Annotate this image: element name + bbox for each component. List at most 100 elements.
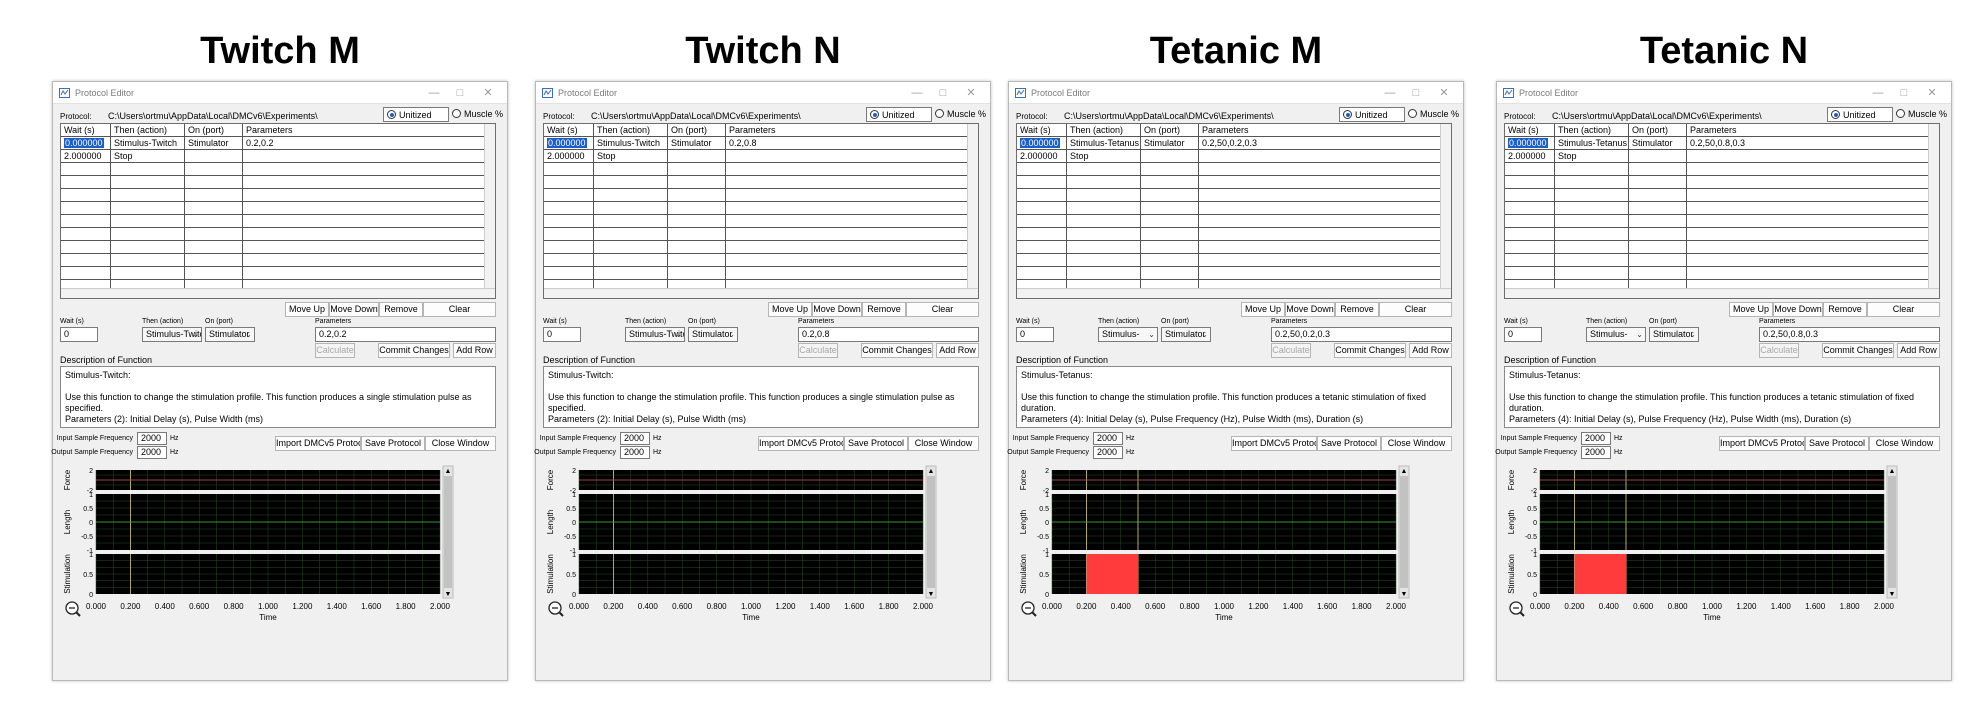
calculate-button[interactable]: Calculate [1271, 343, 1311, 358]
move-down-button[interactable]: Move Down [1773, 302, 1823, 317]
table-cell-action[interactable] [594, 241, 668, 254]
table-cell-wait[interactable] [61, 163, 111, 176]
table-cell-parameters[interactable] [726, 241, 978, 254]
table-cell-port[interactable] [668, 267, 726, 280]
table-cell-action[interactable] [111, 163, 185, 176]
radio-unitized[interactable]: Unitized [1827, 107, 1893, 122]
table-cell-port[interactable] [185, 189, 243, 202]
table-cell-parameters[interactable] [1687, 215, 1939, 228]
table-row[interactable]: 2.000000 Stop [1017, 150, 1442, 163]
table-cell-parameters[interactable] [1199, 150, 1451, 163]
table-cell-port[interactable] [1141, 228, 1199, 241]
table-cell-action[interactable] [1555, 189, 1629, 202]
table-cell-parameters[interactable] [1199, 228, 1451, 241]
table-cell-wait[interactable] [1017, 163, 1067, 176]
table-cell-action[interactable] [1555, 267, 1629, 280]
table-cell-port[interactable] [1141, 241, 1199, 254]
table-cell-wait[interactable] [1505, 215, 1555, 228]
table-row[interactable] [1505, 228, 1930, 241]
radio-muscle-percent[interactable]: Muscle % [1405, 107, 1471, 122]
table-scrollbar-horizontal[interactable] [544, 288, 978, 298]
table-cell-wait[interactable] [544, 189, 594, 202]
protocol-path[interactable]: C:\Users\ortmu\AppData\Local\DMCv6\Exper… [108, 111, 318, 121]
table-cell-action[interactable] [1067, 280, 1141, 293]
protocol-path[interactable]: C:\Users\ortmu\AppData\Local\DMCv6\Exper… [591, 111, 801, 121]
table-scrollbar-horizontal[interactable] [1505, 288, 1939, 298]
table-cell-wait[interactable] [1017, 228, 1067, 241]
table-cell-wait[interactable]: 2.000000 [1505, 150, 1555, 163]
table-cell-wait[interactable] [1505, 202, 1555, 215]
table-cell-action[interactable] [1067, 241, 1141, 254]
table-cell-parameters[interactable] [1199, 202, 1451, 215]
table-cell-action[interactable] [594, 280, 668, 293]
table-cell-port[interactable] [668, 176, 726, 189]
table-cell-wait[interactable] [61, 228, 111, 241]
table-cell-wait[interactable]: 0.000000 [1505, 137, 1555, 150]
table-row[interactable] [61, 163, 486, 176]
table-cell-wait[interactable] [544, 254, 594, 267]
scroll-up-icon[interactable]: ▲ [1889, 468, 1896, 475]
table-row[interactable] [61, 176, 486, 189]
remove-button[interactable]: Remove [379, 302, 423, 317]
table-cell-wait[interactable] [1505, 176, 1555, 189]
table-row[interactable] [1017, 202, 1442, 215]
table-cell-parameters[interactable] [726, 189, 978, 202]
scroll-up-icon[interactable]: ▲ [1401, 468, 1408, 475]
protocol-table[interactable]: Wait (s) Then (action) On (port) Paramet… [1504, 123, 1940, 299]
table-cell-parameters[interactable] [243, 254, 495, 267]
table-scrollbar-vertical[interactable] [1928, 124, 1939, 298]
table-cell-port[interactable] [668, 241, 726, 254]
table-cell-port[interactable] [1141, 163, 1199, 176]
table-row[interactable]: 2.000000 Stop [1505, 150, 1930, 163]
minimize-icon[interactable]: — [911, 87, 923, 99]
table-cell-wait[interactable]: 0.000000 [1017, 137, 1067, 150]
radio-unitized[interactable]: Unitized [866, 107, 932, 122]
table-cell-port[interactable] [668, 280, 726, 293]
radio-muscle-percent[interactable]: Muscle % [449, 107, 515, 122]
table-cell-wait[interactable] [1505, 267, 1555, 280]
close-window-button[interactable]: Close Window [1869, 436, 1940, 451]
table-cell-action[interactable] [594, 254, 668, 267]
clear-button[interactable]: Clear [1379, 302, 1452, 317]
table-cell-wait[interactable] [544, 241, 594, 254]
table-row[interactable] [61, 267, 486, 280]
table-cell-port[interactable] [185, 176, 243, 189]
table-cell-parameters[interactable] [726, 150, 978, 163]
calculate-button[interactable]: Calculate [798, 343, 838, 358]
table-cell-port[interactable] [668, 215, 726, 228]
table-cell-wait[interactable] [1017, 202, 1067, 215]
scroll-down-icon[interactable]: ▼ [928, 591, 935, 598]
table-cell-port[interactable] [1141, 254, 1199, 267]
table-row[interactable] [1505, 176, 1930, 189]
table-cell-wait[interactable] [544, 215, 594, 228]
scroll-down-icon[interactable]: ▼ [1889, 591, 1896, 598]
table-cell-wait[interactable] [544, 228, 594, 241]
table-cell-port[interactable]: Stimulator [1141, 137, 1199, 150]
table-cell-port[interactable] [668, 150, 726, 163]
input-frequency-field[interactable]: 2000 [1581, 432, 1611, 445]
table-cell-action[interactable] [594, 202, 668, 215]
table-cell-action[interactable] [111, 280, 185, 293]
table-cell-port[interactable] [185, 228, 243, 241]
move-up-button[interactable]: Move Up [285, 302, 329, 317]
table-cell-action[interactable] [111, 215, 185, 228]
table-cell-action[interactable] [111, 228, 185, 241]
table-cell-wait[interactable] [544, 202, 594, 215]
table-row[interactable] [1017, 176, 1442, 189]
table-row[interactable] [544, 228, 969, 241]
input-frequency-field[interactable]: 2000 [1093, 432, 1123, 445]
table-cell-action[interactable] [111, 241, 185, 254]
table-cell-wait[interactable]: 0.000000 [61, 137, 111, 150]
table-cell-port[interactable]: Stimulator [1629, 137, 1687, 150]
move-down-button[interactable]: Move Down [329, 302, 379, 317]
table-cell-wait[interactable] [1017, 176, 1067, 189]
table-row[interactable] [1017, 241, 1442, 254]
save-protocol-button[interactable]: Save Protocol [1805, 436, 1869, 451]
protocol-table[interactable]: Wait (s) Then (action) On (port) Paramet… [60, 123, 496, 299]
move-up-button[interactable]: Move Up [1241, 302, 1285, 317]
wait-input[interactable]: 0 [60, 327, 98, 342]
table-row[interactable] [1505, 267, 1930, 280]
table-cell-action[interactable] [1067, 254, 1141, 267]
maximize-icon[interactable]: □ [1900, 87, 1908, 99]
action-select[interactable]: Stimulus-Twitch ⌄ [625, 327, 685, 342]
